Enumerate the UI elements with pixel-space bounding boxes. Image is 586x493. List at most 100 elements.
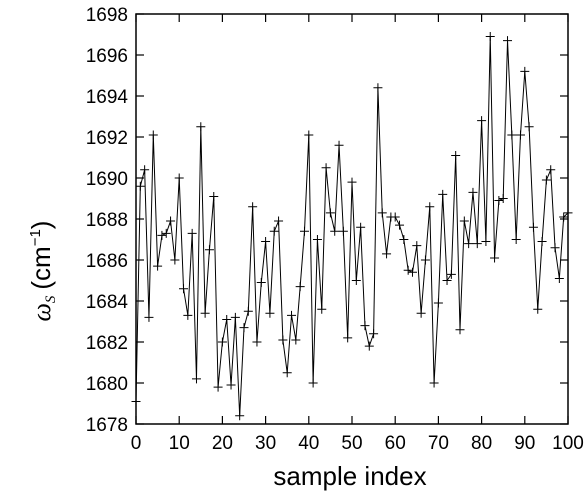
data-point	[317, 304, 327, 314]
data-point	[191, 374, 201, 384]
y-tick-label: 1682	[86, 333, 128, 354]
data-point	[546, 165, 556, 175]
x-tick-label: 50	[341, 433, 362, 454]
data-point	[464, 239, 474, 249]
data-point	[390, 212, 400, 222]
data-point	[222, 314, 232, 324]
data-point	[196, 122, 206, 132]
data-point	[403, 265, 413, 275]
y-tick-label: 1684	[86, 292, 129, 313]
data-point	[451, 150, 461, 160]
data-point	[382, 249, 392, 259]
data-point	[407, 267, 417, 277]
x-tick-label: 90	[514, 433, 535, 454]
x-tick-label: 100	[552, 433, 584, 454]
data-point	[261, 237, 271, 247]
axis-ticks	[135, 13, 569, 425]
data-point	[351, 276, 361, 285]
plot-frame	[135, 13, 569, 425]
data-point	[541, 175, 551, 185]
data-point	[356, 222, 366, 232]
data-point	[347, 177, 357, 187]
x-tick-label: 20	[212, 433, 233, 454]
data-point	[312, 235, 322, 244]
data-point	[515, 130, 525, 140]
data-point	[235, 411, 245, 421]
data-point	[321, 163, 331, 173]
data-point	[157, 230, 167, 240]
data-point	[213, 382, 223, 392]
data-point	[174, 173, 184, 183]
data-point	[252, 337, 262, 347]
data-point	[377, 208, 387, 218]
data-point	[248, 202, 258, 212]
data-point	[153, 261, 163, 271]
y-tick-label: 1688	[86, 210, 128, 231]
data-point	[179, 284, 189, 294]
y-axis-unit: (cm	[26, 246, 56, 289]
data-point	[204, 245, 214, 255]
data-point	[239, 323, 249, 333]
data-point	[459, 216, 469, 226]
data-point	[373, 83, 383, 93]
x-tick-label: 0	[131, 433, 142, 454]
data-point	[468, 187, 478, 197]
data-point	[265, 308, 275, 318]
data-point	[269, 226, 279, 236]
data-point	[364, 341, 374, 351]
x-tick-label: 80	[471, 433, 492, 454]
data-point	[243, 306, 253, 316]
data-point	[537, 237, 547, 247]
data-point	[446, 269, 456, 279]
data-point	[274, 216, 284, 226]
data-point	[472, 239, 482, 249]
y-tick-label: 1696	[86, 46, 128, 67]
data-point	[256, 278, 266, 288]
data-point	[524, 122, 534, 132]
data-point	[395, 220, 405, 230]
data-point	[287, 310, 297, 320]
data-point	[528, 222, 538, 232]
tick-labels: 0 10 20 30 40 50 60 70 80 90 100 1678 1680 1682 1684 16…	[86, 5, 584, 454]
data-point	[455, 325, 465, 335]
x-tick-label: 30	[255, 433, 276, 454]
y-tick-label: 1680	[86, 374, 128, 395]
y-tick-label: 1678	[86, 415, 128, 436]
y-tick-label: 1686	[86, 251, 128, 272]
data-point	[304, 130, 314, 140]
data-point	[217, 337, 227, 347]
y-axis-unit-exponent: −1	[27, 229, 44, 246]
data-point	[494, 196, 504, 206]
data-point	[533, 304, 543, 314]
data-point	[360, 321, 370, 331]
data-point	[442, 276, 452, 285]
data-point	[429, 378, 439, 388]
data-point	[330, 226, 340, 236]
data-point	[520, 66, 530, 76]
data-point	[343, 333, 353, 343]
data-point	[438, 189, 448, 199]
data-point	[291, 335, 301, 345]
data-point	[325, 208, 335, 218]
data-point	[334, 140, 344, 150]
y-axis-unit-close: )	[26, 221, 56, 230]
x-tick-label: 70	[428, 433, 449, 454]
y-tick-label: 1690	[86, 169, 128, 190]
series-line	[135, 36, 569, 417]
data-point	[144, 312, 154, 322]
data-point	[507, 130, 517, 140]
data-point	[481, 237, 491, 247]
data-point	[399, 235, 409, 244]
data-point	[282, 368, 292, 378]
data-point	[420, 255, 430, 265]
data-point	[412, 241, 422, 251]
series-group	[131, 32, 573, 421]
data-point	[135, 181, 145, 191]
data-point	[554, 273, 564, 283]
data-point	[308, 378, 318, 388]
y-axis-subscript: S	[43, 295, 59, 303]
data-point	[170, 255, 180, 265]
data-point	[338, 226, 348, 236]
data-point	[140, 165, 150, 175]
